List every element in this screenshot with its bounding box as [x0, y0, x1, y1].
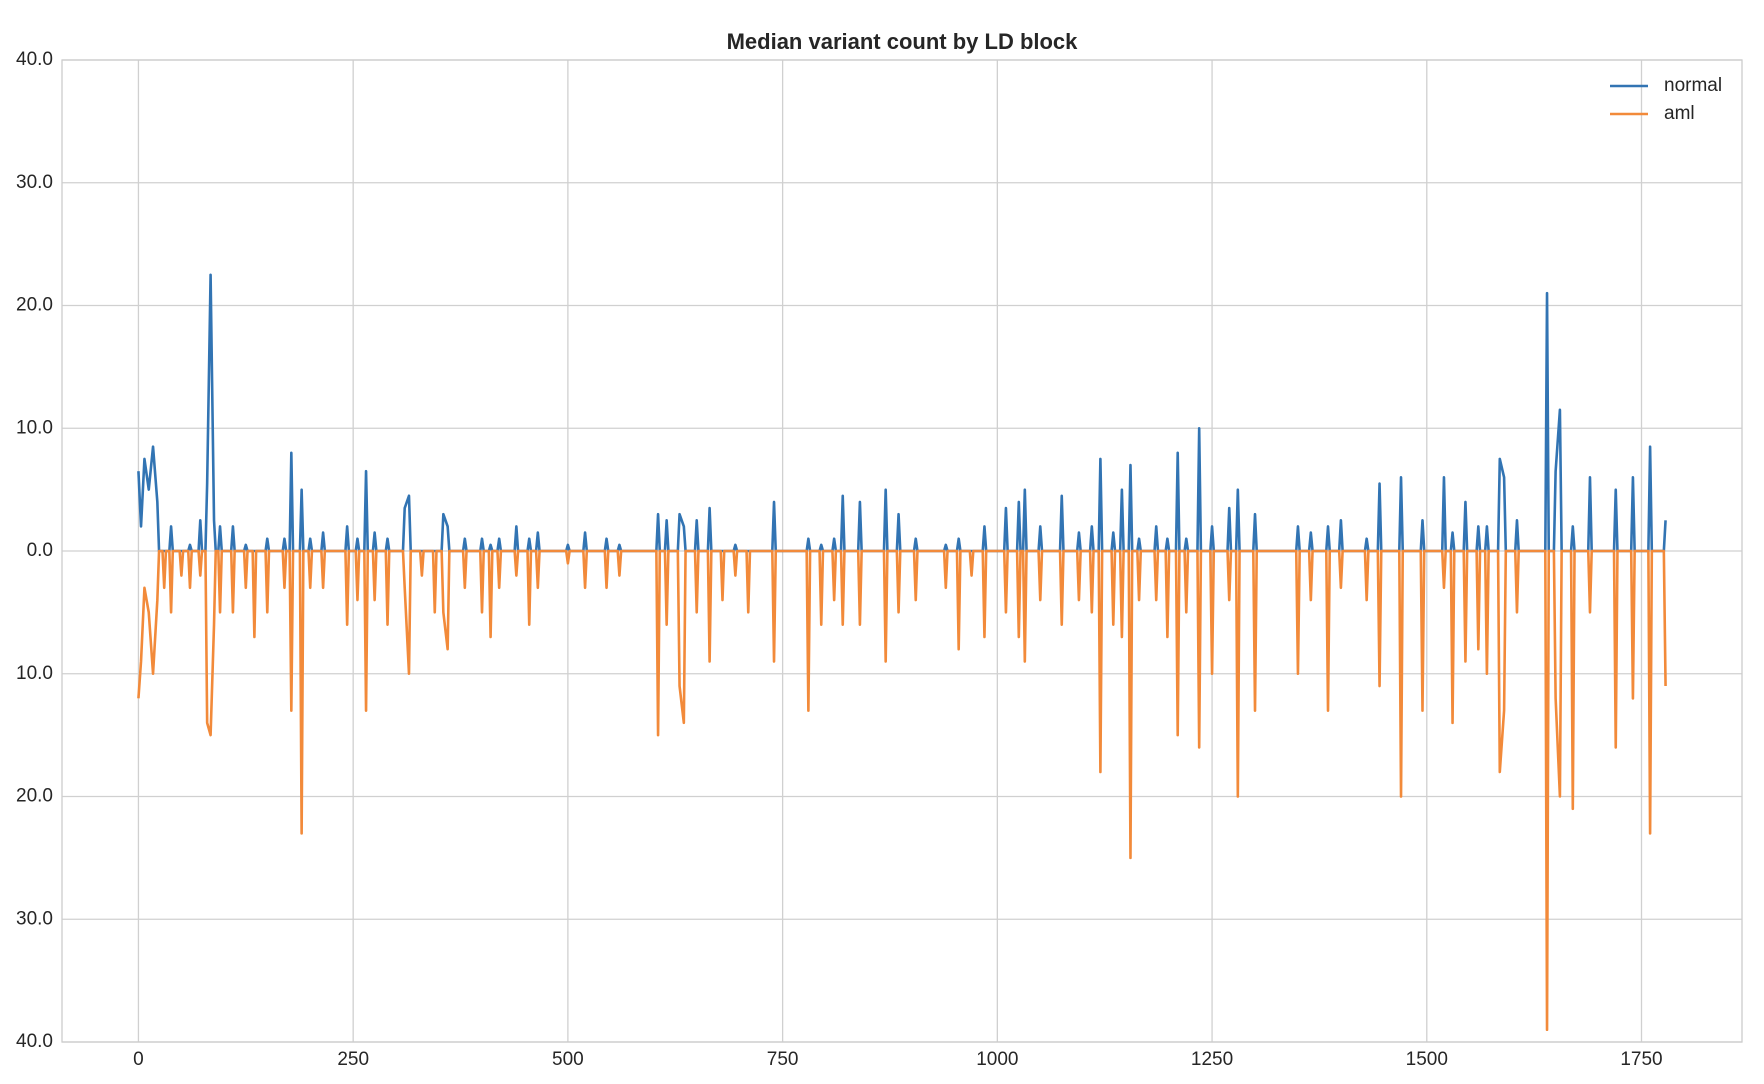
plot-frame: [61, 59, 1743, 1043]
chart-title: Median variant count by LD block: [727, 29, 1079, 54]
x-tick-label: 250: [337, 1049, 369, 1070]
line-series: [137, 549, 1667, 1032]
x-tick-label: 1250: [1191, 1049, 1233, 1070]
y-tick-label: 10.0: [16, 663, 53, 684]
y-tick-label: 10.0: [16, 417, 53, 438]
y-tick-label: 40.0: [16, 1031, 53, 1052]
x-tick-label: 0: [133, 1049, 144, 1070]
y-tick-label: 20.0: [16, 786, 53, 807]
legend-label: aml: [1664, 103, 1695, 124]
x-tick-label: 1750: [1620, 1049, 1662, 1070]
y-tick-label: 30.0: [16, 172, 53, 193]
x-tick-label: 1000: [976, 1049, 1018, 1070]
y-tick-label: 0.0: [27, 540, 53, 561]
y-tick-label: 40.0: [16, 49, 53, 70]
y-tick-label: 20.0: [16, 295, 53, 316]
legend-label: normal: [1664, 75, 1722, 96]
x-tick-label: 1500: [1406, 1049, 1448, 1070]
x-tick-label: 500: [552, 1049, 584, 1070]
y-tick-label: 30.0: [16, 908, 53, 929]
x-tick-label: 750: [767, 1049, 799, 1070]
line-series: [137, 273, 1667, 553]
